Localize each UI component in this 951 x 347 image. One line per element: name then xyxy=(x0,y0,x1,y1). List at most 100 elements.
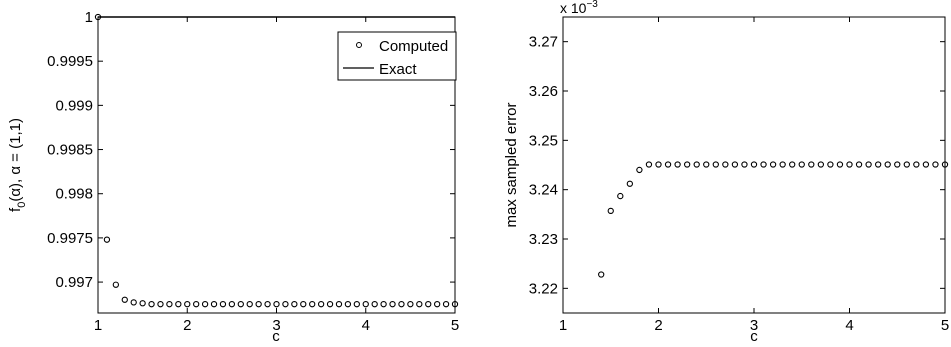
left-data-point xyxy=(416,301,423,308)
left-data-point xyxy=(157,301,164,308)
left-data-point xyxy=(112,281,119,288)
left-data-point xyxy=(166,301,173,308)
right-data-point xyxy=(655,161,662,168)
right-axis-multiplier: x 10−3 xyxy=(560,0,598,16)
right-data-point xyxy=(941,161,949,168)
right-data-point xyxy=(808,161,815,168)
left-y-label-sub: 0 xyxy=(16,202,28,208)
right-data-point xyxy=(817,161,824,168)
right-data-point xyxy=(645,161,653,168)
right-data-point xyxy=(922,161,930,168)
left-series xyxy=(94,13,459,308)
right-x-tick-label: 2 xyxy=(654,317,662,334)
left-y-tick-label: 0.9995 xyxy=(47,53,93,70)
left-x-axis-label: c xyxy=(272,328,280,345)
right-data-point xyxy=(894,161,901,168)
right-data-point xyxy=(684,161,691,168)
left-data-point xyxy=(317,301,325,308)
left-data-point xyxy=(309,301,316,308)
left-y-tick-label: 0.997 xyxy=(55,274,93,291)
left-y-label-rest: (α), α = (1,1) xyxy=(7,118,24,202)
left-data-point xyxy=(326,301,334,308)
right-data-point xyxy=(846,161,853,168)
right-y-tick-label: 3.27 xyxy=(529,34,558,51)
left-data-point xyxy=(353,301,360,308)
right-x-tick-label: 1 xyxy=(559,317,567,334)
left-x-ticks: 1 2 3 4 5 xyxy=(94,17,459,334)
right-data-point xyxy=(617,192,624,200)
left-data-point xyxy=(130,299,137,306)
left-data-point xyxy=(291,301,298,308)
left-data-point xyxy=(255,301,262,308)
left-data-point xyxy=(237,301,244,308)
left-y-label-main: f xyxy=(7,207,24,212)
right-data-point xyxy=(779,161,786,168)
right-data-point xyxy=(712,161,719,168)
right-data-point xyxy=(760,161,767,168)
right-data-point xyxy=(855,161,863,168)
left-data-point xyxy=(362,301,369,308)
left-x-tick-label: 4 xyxy=(362,317,370,334)
right-data-point xyxy=(789,161,796,168)
right-y-tick-label: 3.24 xyxy=(529,182,558,199)
left-data-point xyxy=(433,301,441,308)
right-x-axis-label: c xyxy=(750,328,758,345)
left-data-point xyxy=(201,301,209,308)
right-data-point xyxy=(798,161,805,168)
left-y-tick-label: 0.999 xyxy=(55,97,93,114)
left-data-point xyxy=(121,296,128,303)
right-y-tick-label: 3.23 xyxy=(529,231,558,248)
right-data-point xyxy=(598,271,605,278)
right-x-tick-label: 5 xyxy=(941,317,949,334)
left-data-point xyxy=(451,301,459,308)
right-y-tick-label: 3.22 xyxy=(529,280,558,297)
left-data-point xyxy=(184,301,191,308)
right-data-point xyxy=(636,166,643,174)
left-data-point xyxy=(389,301,396,308)
multiplier-exponent: −3 xyxy=(586,0,598,10)
right-x-ticks: 1 2 3 4 5 xyxy=(559,17,949,334)
right-y-tick-label: 3.26 xyxy=(529,83,558,100)
legend: Computed Exact xyxy=(337,31,457,81)
left-data-point xyxy=(371,301,378,308)
left-y-ticks: 0.997 0.9975 0.998 0.9985 0.999 0.9995 1 xyxy=(47,9,455,291)
left-data-point xyxy=(273,301,280,308)
right-data-point xyxy=(865,161,872,168)
left-data-point xyxy=(246,301,253,308)
left-data-point xyxy=(193,301,200,308)
left-data-point xyxy=(300,301,307,308)
left-data-point xyxy=(425,301,432,308)
right-data-point xyxy=(722,161,729,168)
right-data-point xyxy=(741,161,748,168)
left-data-point xyxy=(175,301,182,308)
right-series xyxy=(598,161,949,278)
right-data-point xyxy=(884,161,891,168)
left-y-tick-label: 0.9975 xyxy=(47,230,93,247)
left-y-tick-label: 0.9985 xyxy=(47,142,93,159)
right-data-point xyxy=(731,161,739,168)
left-data-point xyxy=(398,301,405,308)
left-data-point xyxy=(210,301,218,308)
right-data-point xyxy=(932,161,939,168)
legend-exact-label: Exact xyxy=(379,61,417,78)
right-plot-area xyxy=(562,16,946,314)
left-data-point xyxy=(139,300,146,307)
left-y-tick-label: 1 xyxy=(85,9,93,26)
right-y-tick-label: 3.25 xyxy=(529,132,558,149)
left-data-point xyxy=(335,301,343,308)
left-data-point xyxy=(380,301,387,308)
left-data-point xyxy=(148,301,155,308)
legend-computed-marker xyxy=(356,42,362,48)
legend-box xyxy=(337,31,457,81)
right-data-point xyxy=(836,161,844,168)
left-data-point xyxy=(103,236,111,243)
right-data-point xyxy=(875,161,882,168)
right-data-point xyxy=(903,161,910,168)
left-data-point xyxy=(282,301,289,308)
left-x-tick-label: 2 xyxy=(183,317,191,334)
left-data-point xyxy=(219,301,227,308)
right-data-point xyxy=(674,161,681,168)
right-data-point xyxy=(626,180,633,187)
